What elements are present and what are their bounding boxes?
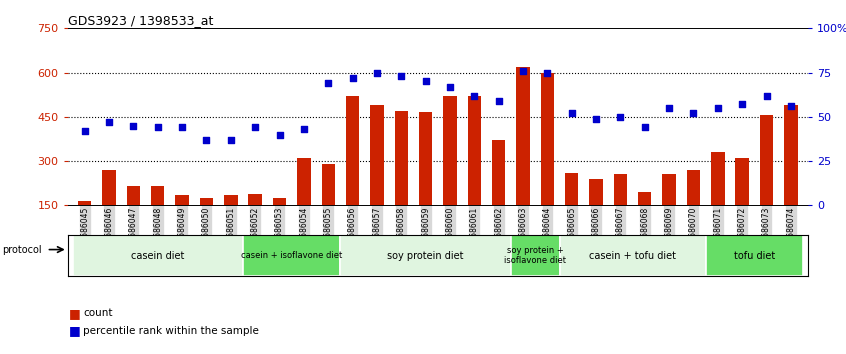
Text: percentile rank within the sample: percentile rank within the sample	[83, 326, 259, 336]
Bar	[613, 175, 627, 205]
Bar	[73, 235, 243, 276]
Point	[662, 105, 676, 111]
Bar	[297, 158, 310, 205]
Point	[590, 116, 603, 121]
Bar	[321, 164, 335, 205]
Text: ■: ■	[69, 307, 81, 320]
Point	[492, 98, 505, 104]
Point	[687, 110, 700, 116]
Point	[760, 93, 773, 98]
Bar	[102, 170, 116, 205]
Bar	[687, 170, 700, 205]
Point	[516, 68, 530, 74]
Bar	[371, 105, 383, 205]
Bar	[443, 96, 457, 205]
Text: casein + tofu diet: casein + tofu diet	[589, 251, 676, 261]
Text: soy protein +
isoflavone diet: soy protein + isoflavone diet	[504, 246, 566, 266]
Point	[249, 125, 262, 130]
Point	[151, 125, 164, 130]
Bar	[340, 235, 511, 276]
Bar	[127, 186, 140, 205]
Bar	[419, 113, 432, 205]
Text: count: count	[83, 308, 113, 318]
Bar	[541, 73, 554, 205]
Bar	[346, 96, 360, 205]
Bar	[559, 235, 706, 276]
Bar	[638, 192, 651, 205]
Bar	[511, 235, 559, 276]
Point	[468, 93, 481, 98]
Bar	[516, 67, 530, 205]
Point	[127, 123, 140, 129]
Point	[419, 79, 432, 84]
Point	[394, 73, 408, 79]
Bar	[224, 195, 238, 205]
Bar	[706, 235, 803, 276]
Bar	[735, 158, 749, 205]
Text: casein + isoflavone diet: casein + isoflavone diet	[241, 251, 343, 260]
Point	[272, 132, 286, 137]
Text: protocol: protocol	[2, 245, 41, 255]
Point	[346, 75, 360, 81]
Point	[297, 126, 310, 132]
Bar	[784, 105, 798, 205]
Bar	[151, 186, 164, 205]
Point	[784, 103, 798, 109]
Bar	[243, 235, 340, 276]
Point	[565, 110, 579, 116]
Bar	[760, 115, 773, 205]
Bar	[78, 201, 91, 205]
Point	[613, 114, 627, 120]
Point	[224, 137, 238, 143]
Point	[735, 102, 749, 107]
Bar	[249, 194, 262, 205]
Bar	[711, 152, 724, 205]
Point	[175, 125, 189, 130]
Point	[200, 137, 213, 143]
Point	[321, 80, 335, 86]
Point	[443, 84, 457, 90]
Point	[541, 70, 554, 75]
Bar	[200, 198, 213, 205]
Text: ■: ■	[69, 325, 81, 337]
Bar	[272, 198, 286, 205]
Text: tofu diet: tofu diet	[733, 251, 775, 261]
Text: soy protein diet: soy protein diet	[387, 251, 464, 261]
Bar	[394, 111, 408, 205]
Bar	[492, 141, 505, 205]
Point	[102, 119, 116, 125]
Point	[711, 105, 725, 111]
Bar	[565, 173, 579, 205]
Point	[371, 70, 384, 75]
Point	[638, 125, 651, 130]
Bar	[468, 96, 481, 205]
Bar	[175, 195, 189, 205]
Text: casein diet: casein diet	[131, 251, 184, 261]
Text: GDS3923 / 1398533_at: GDS3923 / 1398533_at	[68, 14, 213, 27]
Bar	[590, 179, 603, 205]
Point	[78, 128, 91, 134]
Bar	[662, 175, 676, 205]
